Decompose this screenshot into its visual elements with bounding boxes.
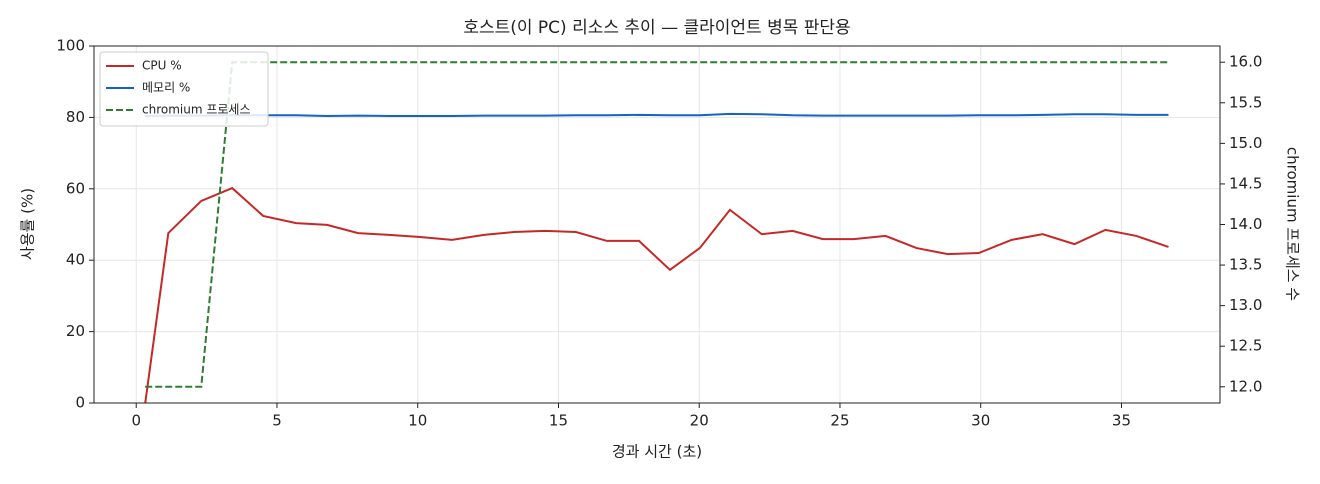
y-tick-label: 80 — [66, 108, 85, 126]
legend-label: chromium 프로세스 — [142, 103, 251, 117]
x-tick-label: 20 — [690, 412, 709, 430]
y2-tick-label: 15.5 — [1229, 93, 1262, 111]
y2-tick-label: 15.0 — [1229, 134, 1262, 152]
x-axis-label: 경과 시간 (초) — [612, 443, 702, 461]
series-line — [144, 186, 1169, 403]
y-tick-label: 20 — [66, 322, 85, 340]
series-line — [145, 112, 1169, 117]
y-tick-label: 0 — [75, 394, 85, 412]
x-tick-label: 5 — [272, 412, 282, 430]
y-axis-label: 사용률 (%) — [19, 188, 37, 260]
plot-frame — [93, 45, 1221, 404]
y2-tick-label: 16.0 — [1229, 53, 1262, 71]
x-tick-label: 30 — [971, 412, 990, 430]
chart-title: 호스트(이 PC) 리소스 추이 — 클라이언트 병목 판단용 — [463, 18, 850, 38]
y2-axis-label: chromium 프로세스 수 — [1284, 147, 1302, 301]
y2-tick-label: 13.0 — [1229, 296, 1262, 314]
x-tick-label: 0 — [131, 412, 141, 430]
x-tick-label: 10 — [408, 412, 427, 430]
y-tick-label: 100 — [56, 37, 85, 55]
legend-label: 메모리 % — [142, 81, 190, 95]
y2-tick-label: 12.5 — [1229, 337, 1262, 355]
y2-tick-label: 13.5 — [1229, 256, 1262, 274]
y-tick-label: 60 — [66, 179, 85, 197]
y-tick-label: 40 — [66, 251, 85, 269]
x-tick-label: 25 — [830, 412, 849, 430]
series-line — [145, 61, 1169, 388]
x-tick-label: 15 — [549, 412, 568, 430]
x-tick-label: 35 — [1112, 412, 1131, 430]
y2-tick-label: 14.0 — [1229, 215, 1262, 233]
legend-label: CPU % — [142, 59, 182, 73]
legend-box — [99, 51, 269, 127]
y2-tick-label: 14.5 — [1229, 174, 1262, 192]
y2-tick-label: 12.0 — [1229, 377, 1262, 395]
